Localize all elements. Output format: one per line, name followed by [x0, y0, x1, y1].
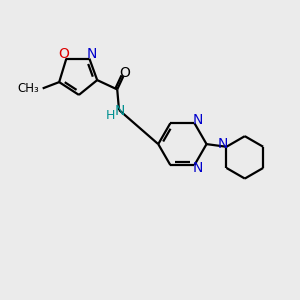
Text: O: O — [58, 47, 69, 61]
Text: N: N — [218, 137, 228, 151]
Text: N: N — [87, 47, 98, 61]
Text: CH₃: CH₃ — [17, 82, 39, 95]
Text: N: N — [192, 113, 203, 127]
Text: O: O — [119, 66, 130, 80]
Text: N: N — [115, 104, 125, 118]
Text: N: N — [192, 161, 203, 175]
Text: H: H — [106, 109, 116, 122]
